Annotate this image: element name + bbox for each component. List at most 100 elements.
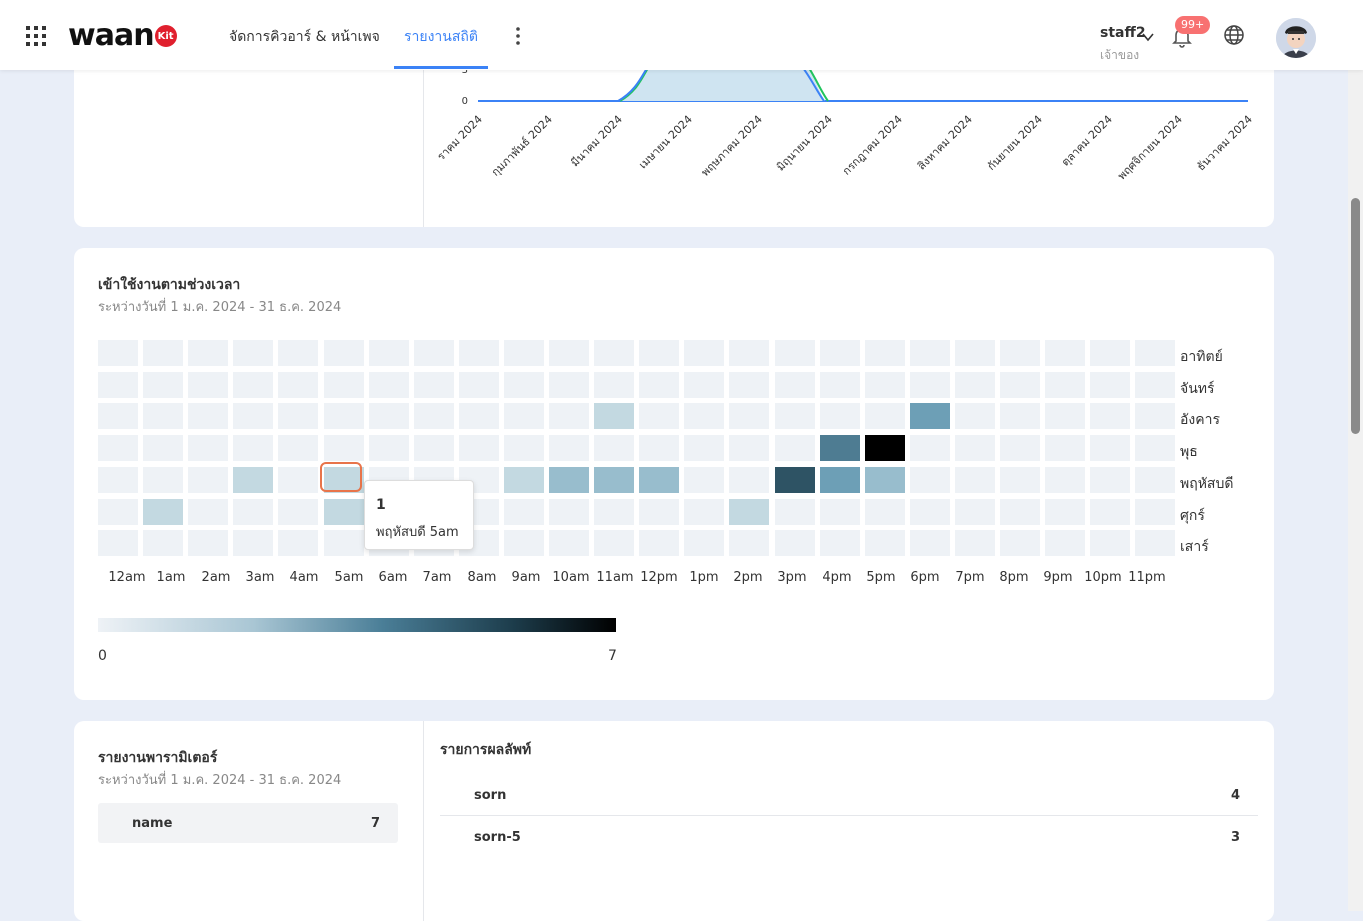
heatmap-cell[interactable] [955,403,995,429]
heatmap-cell[interactable] [955,372,995,398]
heatmap-cell[interactable] [1000,530,1040,556]
heatmap-cell[interactable] [414,372,454,398]
param-row[interactable]: name 7 [98,803,398,843]
heatmap-cell[interactable] [504,499,544,525]
heatmap-cell[interactable] [775,530,815,556]
heatmap-cell[interactable] [594,403,634,429]
heatmap-cell[interactable] [1000,435,1040,461]
heatmap-cell[interactable] [1090,340,1130,366]
heatmap-cell[interactable] [865,372,905,398]
heatmap-cell[interactable] [639,340,679,366]
heatmap-cell[interactable] [594,530,634,556]
heatmap-cell[interactable] [865,499,905,525]
heatmap-cell[interactable] [775,372,815,398]
heatmap-cell[interactable] [955,340,995,366]
waan-kit-logo[interactable]: waan Kit [68,18,177,53]
scrollbar-thumb[interactable] [1351,198,1360,434]
heatmap-cell[interactable] [820,530,860,556]
heatmap-cell[interactable] [233,372,273,398]
heatmap-cell[interactable] [1045,467,1085,493]
heatmap-cell[interactable] [1045,340,1085,366]
heatmap-cell[interactable] [414,340,454,366]
more-vertical-icon[interactable] [510,25,526,47]
heatmap-cell[interactable] [1000,372,1040,398]
heatmap-cell[interactable] [639,403,679,429]
heatmap-cell[interactable] [1090,467,1130,493]
heatmap-cell[interactable] [639,435,679,461]
heatmap-cell[interactable] [594,499,634,525]
heatmap-cell[interactable] [98,499,138,525]
heatmap-cell[interactable] [143,372,183,398]
heatmap-cell[interactable] [278,435,318,461]
heatmap-cell[interactable] [233,530,273,556]
heatmap-cell[interactable] [1135,530,1175,556]
heatmap-cell[interactable] [278,372,318,398]
heatmap-cell[interactable] [639,467,679,493]
heatmap-cell[interactable] [865,435,905,461]
heatmap-cell[interactable] [143,530,183,556]
heatmap-cell[interactable] [504,403,544,429]
heatmap-cell[interactable] [955,530,995,556]
heatmap-cell[interactable] [955,467,995,493]
heatmap-cell[interactable] [639,530,679,556]
heatmap-cell[interactable] [98,403,138,429]
heatmap-cell[interactable] [188,467,228,493]
heatmap-cell[interactable] [594,435,634,461]
heatmap-cell[interactable] [775,340,815,366]
heatmap-cell[interactable] [910,435,950,461]
heatmap-cell[interactable] [324,372,364,398]
heatmap-cell[interactable] [729,467,769,493]
heatmap-cell[interactable] [955,435,995,461]
heatmap-cell[interactable] [459,403,499,429]
heatmap-cell[interactable] [278,403,318,429]
heatmap-cell[interactable] [1135,403,1175,429]
nav-qr-pages[interactable]: จัดการคิวอาร์ & หน้าเพจ [229,29,380,45]
heatmap-cell[interactable] [729,499,769,525]
heatmap-cell[interactable] [98,372,138,398]
heatmap-cell[interactable] [233,403,273,429]
heatmap-cell[interactable] [143,435,183,461]
heatmap-cell[interactable] [1000,467,1040,493]
heatmap-cell[interactable] [459,340,499,366]
heatmap-cell[interactable] [188,435,228,461]
heatmap-cell[interactable] [369,403,409,429]
heatmap-cell[interactable] [233,499,273,525]
user-avatar[interactable] [1276,18,1316,58]
heatmap-cell[interactable] [143,467,183,493]
scrollbar-track[interactable] [1348,0,1363,911]
user-name[interactable]: staff2 [1100,25,1146,41]
heatmap-cell[interactable] [369,372,409,398]
result-row[interactable]: sorn-5 3 [440,822,1258,864]
heatmap-cell[interactable] [188,499,228,525]
heatmap-cell[interactable] [729,403,769,429]
heatmap-cell[interactable] [98,435,138,461]
heatmap-cell[interactable] [414,435,454,461]
heatmap-cell[interactable] [324,499,364,525]
heatmap-cell[interactable] [910,340,950,366]
globe-icon[interactable] [1223,24,1245,50]
heatmap-cell[interactable] [1000,340,1040,366]
heatmap-cell[interactable] [549,403,589,429]
heatmap-cell[interactable] [910,499,950,525]
heatmap-cell[interactable] [188,403,228,429]
heatmap-cell[interactable] [865,340,905,366]
heatmap-cell[interactable] [1090,372,1130,398]
heatmap-cell[interactable] [865,530,905,556]
heatmap-cell[interactable] [1135,372,1175,398]
heatmap-cell[interactable] [143,403,183,429]
heatmap-cell[interactable] [594,372,634,398]
heatmap-cell[interactable] [639,372,679,398]
heatmap-cell[interactable] [820,372,860,398]
result-row[interactable]: sorn 4 [440,780,1258,822]
heatmap-cell[interactable] [684,467,724,493]
heatmap-cell[interactable] [684,372,724,398]
heatmap-cell[interactable] [729,340,769,366]
heatmap-cell[interactable] [775,467,815,493]
heatmap-cell[interactable] [324,340,364,366]
heatmap-cell[interactable] [324,530,364,556]
heatmap-cell[interactable] [188,340,228,366]
heatmap-cell[interactable] [504,530,544,556]
heatmap-cell[interactable] [639,499,679,525]
heatmap-cell[interactable] [865,403,905,429]
heatmap-cell[interactable] [549,467,589,493]
